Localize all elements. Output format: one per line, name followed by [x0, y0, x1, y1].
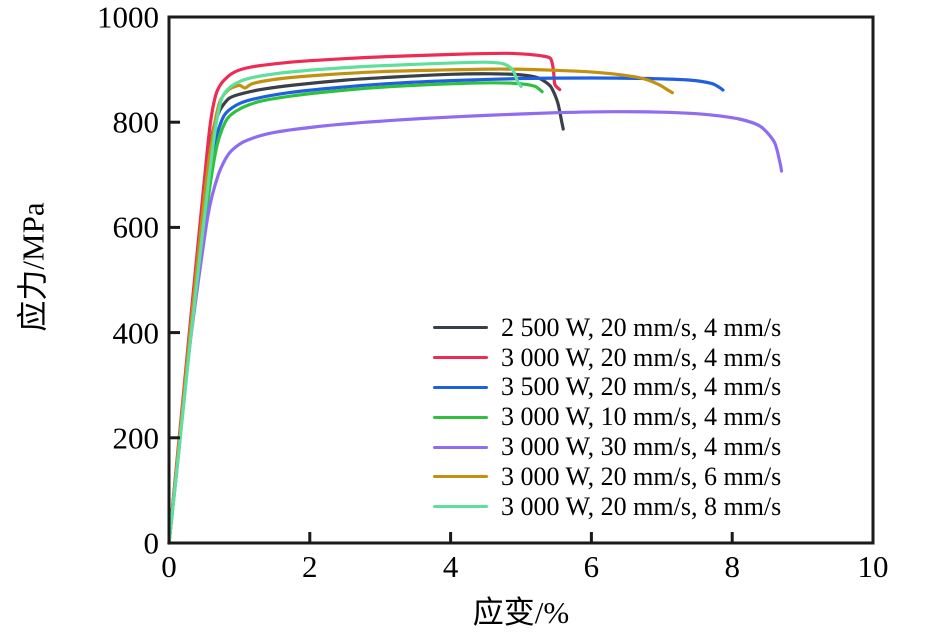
- x-tick-label: 4: [442, 549, 459, 584]
- legend-item: 3 000 W, 30 mm/s, 4 mm/s: [433, 432, 781, 462]
- y-axis-title: 应力/MPa: [15, 202, 51, 332]
- x-tick-label: 10: [857, 549, 889, 584]
- y-tick-label: 0: [143, 525, 160, 561]
- legend-item: 3 000 W, 20 mm/s, 4 mm/s: [433, 343, 781, 373]
- legend-label: 3 000 W, 30 mm/s, 4 mm/s: [501, 432, 782, 462]
- legend-line-swatch: [433, 505, 488, 509]
- x-tick-label: 8: [724, 549, 740, 584]
- x-tick-label: 2: [302, 549, 318, 584]
- legend-label: 3 000 W, 20 mm/s, 8 mm/s: [501, 491, 782, 521]
- legend-label: 3 000 W, 20 mm/s, 6 mm/s: [501, 461, 782, 491]
- legend-label: 3 000 W, 20 mm/s, 4 mm/s: [501, 342, 782, 372]
- curve-group: [167, 51, 784, 545]
- y-tick-label: 1000: [97, 0, 159, 35]
- x-axis-title: 应变/%: [472, 595, 570, 630]
- legend-line-swatch: [433, 356, 488, 360]
- legend-label: 2 500 W, 20 mm/s, 4 mm/s: [501, 312, 782, 342]
- y-tick-label: 200: [112, 420, 160, 456]
- legend-item: 3 000 W, 20 mm/s, 8 mm/s: [433, 492, 781, 522]
- legend-item: 3 000 W, 10 mm/s, 4 mm/s: [433, 402, 781, 432]
- legend-label: 3 500 W, 20 mm/s, 4 mm/s: [501, 372, 782, 402]
- series-curve-4: [167, 110, 784, 545]
- x-tick-label: 6: [583, 549, 600, 584]
- y-tick-label: 600: [112, 209, 160, 245]
- legend-item: 3 500 W, 20 mm/s, 4 mm/s: [433, 373, 781, 403]
- y-tick-label: 400: [112, 315, 160, 351]
- legend-line-swatch: [433, 385, 488, 389]
- legend-item: 3 000 W, 20 mm/s, 6 mm/s: [433, 462, 781, 492]
- legend-line-swatch: [433, 475, 488, 479]
- tick-marks: [170, 120, 734, 542]
- y-tick-label: 800: [112, 104, 160, 140]
- series-curve-6: [167, 60, 523, 545]
- plot-border: [167, 15, 875, 545]
- legend-item: 2 500 W, 20 mm/s, 4 mm/s: [433, 313, 781, 343]
- legend-label: 3 000 W, 10 mm/s, 4 mm/s: [501, 402, 782, 432]
- legend: 2 500 W, 20 mm/s, 4 mm/s 3 000 W, 20 mm/s…: [433, 313, 781, 522]
- series-curve-5: [167, 67, 674, 545]
- x-tick-label: 0: [161, 549, 177, 584]
- legend-line-swatch: [433, 415, 488, 419]
- legend-line-swatch: [433, 445, 488, 449]
- legend-line-swatch: [433, 326, 488, 330]
